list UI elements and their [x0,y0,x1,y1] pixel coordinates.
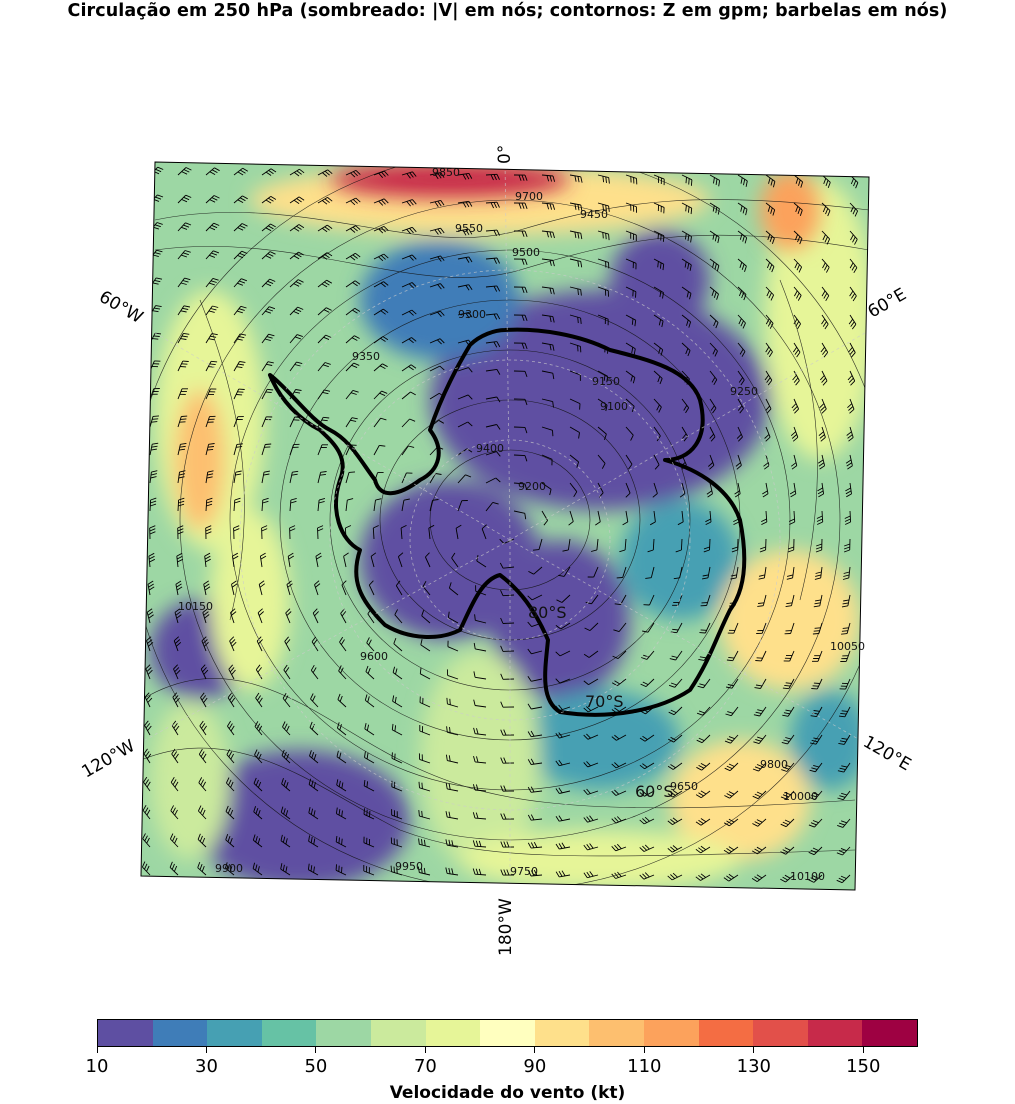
colorbar-tick-mark [753,1047,755,1053]
contour-label: 9550 [455,222,483,235]
colorbar-tick-mark [205,1047,207,1053]
contour-labels: 9850 9700 9550 9500 9450 9400 9300 9350 … [178,166,865,883]
lat-label-70s: 70°S [585,692,624,711]
contour-label: 9250 [730,385,758,398]
colorbar-tick-label: 150 [846,1056,881,1077]
colorbar-segment [807,1020,863,1046]
contour-label: 9500 [512,246,540,259]
contour-label: 9700 [515,190,543,203]
contour-label: 9950 [395,860,423,873]
colorbar-segment [152,1020,208,1046]
colorbar-segment [261,1020,317,1046]
contour-label: 9650 [670,780,698,793]
contour-label: 9300 [458,308,486,321]
colorbar-segment [425,1020,481,1046]
wind-speed-shading [141,162,869,890]
lon-label-120e: 120°E [860,732,915,775]
contour-label: 9900 [215,862,243,875]
contour-label: 9400 [476,442,504,455]
colorbar-segment [98,1020,153,1046]
colorbar-segment [534,1020,590,1046]
colorbar-tick-mark [643,1047,645,1053]
latitude-labels: 60°S 70°S 80°S [528,603,674,801]
contour-label: 9200 [518,480,546,493]
antarctica-coastline [268,327,747,717]
colorbar-title: Velocidade do vento (kt) [389,1083,626,1103]
contour-label: 9800 [760,758,788,771]
lon-label-180w: 180°W [496,898,516,956]
contour-label: 9150 [592,375,620,388]
colorbar-tick-label: 50 [304,1056,328,1077]
map-frame [140,161,870,891]
colorbar-tick-label: 130 [736,1056,771,1077]
colorbar-tick-label: 10 [85,1056,109,1077]
colorbar-segment [207,1020,262,1046]
colorbar-segment [753,1020,808,1046]
figure-title: Circulação em 250 hPa (sombreado: |V| em… [67,1,948,21]
contour-label: 9600 [360,650,388,663]
contour-label: 9750 [510,865,538,878]
colorbar-segment [316,1020,371,1046]
colorbar-segment [643,1020,699,1046]
contour-label: 9450 [580,208,608,221]
colorbar-tick-label: 30 [195,1056,218,1077]
contour-label: 9850 [432,166,460,179]
colorbar-tick-mark [534,1047,536,1053]
contour-label: 10000 [783,790,818,803]
lon-label-60e: 60°E [865,285,910,323]
wind-speed-map: 9850 9700 9550 9500 9450 9400 9300 9350 … [79,145,915,956]
colorbar-tick-mark [862,1047,864,1053]
colorbar-segment [589,1020,644,1046]
colorbar-segment [480,1020,535,1046]
colorbar-segment [862,1020,917,1046]
colorbar-tick-mark [315,1047,317,1053]
contour-label: 9100 [600,400,628,413]
colorbar-tick-label: 110 [627,1056,662,1077]
contour-label: 10050 [830,640,865,653]
colorbar [97,1019,918,1047]
lon-label-0: 0° [495,145,515,164]
graticule [144,162,869,890]
lat-label-80s: 80°S [528,603,567,622]
lat-label-60s: 60°S [635,782,674,801]
contour-label: 9350 [352,350,380,363]
contour-label: 10100 [790,870,825,883]
lon-label-60w: 60°W [96,287,147,328]
colorbar-segment [370,1020,426,1046]
lon-label-120w: 120°W [79,736,139,782]
colorbar-tick-mark [96,1047,98,1053]
colorbar-tick-label: 70 [413,1056,437,1077]
colorbar-segment [698,1020,754,1046]
colorbar-tick-label: 90 [523,1056,547,1077]
contour-label: 10150 [178,600,213,613]
wind-barbs [141,166,859,884]
colorbar-tick-mark [424,1047,426,1053]
